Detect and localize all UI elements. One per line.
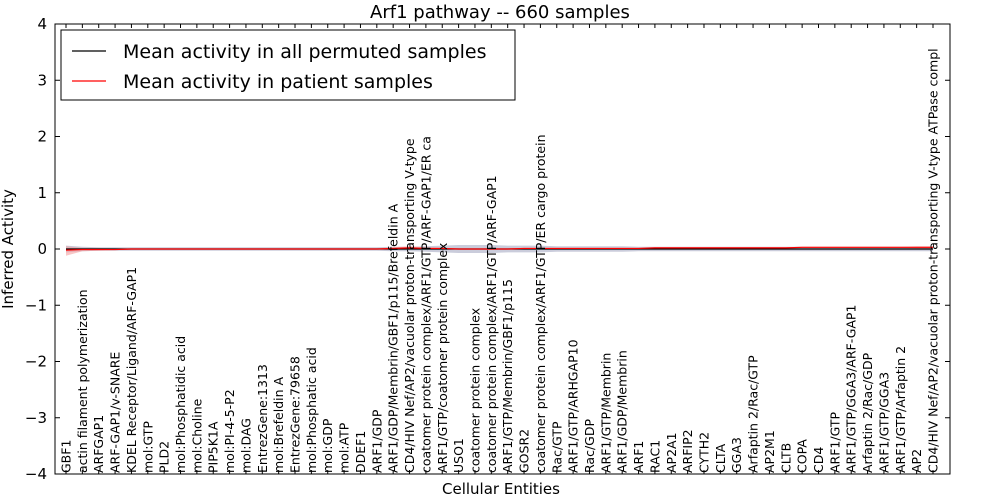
x-tick-label: Arfaptin 2/Rac/GTP xyxy=(746,355,761,473)
x-tick-label: ARF1/GTP/GGA3/ARF-GAP1 xyxy=(844,305,859,473)
x-tick-label: RAC1 xyxy=(647,440,662,473)
x-tick-label: PLD2 xyxy=(157,441,172,473)
y-axis-label: Inferred Activity xyxy=(0,189,17,309)
x-tick-label: mol:Phosphatidic acid xyxy=(173,336,188,473)
x-tick-label: mol:Brefeldin A xyxy=(271,376,286,473)
legend-label-patient: Mean activity in patient samples xyxy=(123,71,433,93)
x-tick-label: COPA xyxy=(795,439,810,473)
x-axis: GBF1 actin filament polymerization ARFGAP1… xyxy=(59,24,941,474)
x-tick-label: KDEL Receptor/Ligand/ARF-GAP1 xyxy=(124,267,139,473)
x-tick-label: AP2M1 xyxy=(762,430,777,473)
x-tick-label: mol:GDP xyxy=(320,418,335,473)
x-tick-label: ARFIP2 xyxy=(680,429,695,473)
y-tick-label: 2 xyxy=(37,128,47,146)
legend-frame xyxy=(60,29,516,101)
confidence-bands xyxy=(66,245,933,256)
x-tick-label: GOSR2 xyxy=(517,429,532,473)
x-tick-label: Rac/GTP xyxy=(549,421,564,473)
y-tick-label: −3 xyxy=(25,409,47,427)
x-tick-label: ARF1/GDP xyxy=(369,409,384,473)
x-tick-label: ARF1/GTP/Membrin/GBF1/p115 xyxy=(500,279,515,473)
x-tick-label: CD4/HIV Nef/AP2/vacuolar proton-transpor… xyxy=(402,138,417,473)
x-tick-label: ARF1/GTP xyxy=(827,412,842,473)
x-tick-label: CLTA xyxy=(713,443,728,473)
x-tick-label: ARF1/GTP/Membrin xyxy=(598,353,613,473)
x-axis-label: Cellular Entities xyxy=(442,480,560,498)
x-tick-label: ARF1/GTP/GGA3 xyxy=(876,372,891,473)
chart-title: Arf1 pathway -- 660 samples xyxy=(370,2,630,23)
y-axis: −4 −3 −2 −1 0 1 2 3 4 xyxy=(25,15,950,483)
x-tick-label: CLTB xyxy=(778,443,793,473)
x-tick-label: coatomer protein complex xyxy=(467,308,482,473)
x-tick-label: ARF1/GTP/coatomer protein complex xyxy=(435,243,450,473)
x-tick-label: ARF1/GDP/Membrin xyxy=(615,350,630,473)
y-tick-label: 0 xyxy=(37,240,47,258)
x-tick-label: mol:PI-4-5-P2 xyxy=(222,389,237,473)
x-tick-label: Rac/GDP xyxy=(582,419,597,473)
x-tick-label: GBF1 xyxy=(59,440,74,473)
y-tick-label: 3 xyxy=(37,71,47,89)
x-tick-label: EntrezGene:79658 xyxy=(288,356,303,473)
x-tick-label: GGA3 xyxy=(729,437,744,473)
x-tick-label: mol:Choline xyxy=(189,398,204,473)
x-tick-label: mol:GTP xyxy=(140,421,155,473)
x-tick-label: CD4 xyxy=(811,447,826,473)
x-tick-label: coatomer protein complex/ARF1/GTP/ARF-GA… xyxy=(484,175,499,473)
y-tick-label: −2 xyxy=(25,353,47,371)
x-tick-label: USO1 xyxy=(451,438,466,473)
x-tick-label: AP2A1 xyxy=(664,432,679,473)
line-series-1 xyxy=(65,246,933,251)
x-tick-label: Arfaptin 2/Rac/GDP xyxy=(860,352,875,473)
legend: Mean activity in all permuted samples Me… xyxy=(60,29,516,101)
x-tick-label: ARF-GAP1/v-SNARE xyxy=(108,352,123,473)
x-tick-label: CD4/HIV Nef/AP2/vacuolar proton-transpor… xyxy=(926,48,941,473)
x-tick-label: actin filament polymerization xyxy=(75,289,90,473)
x-tick-label: ARF1/GTP/ARHGAP10 xyxy=(566,339,581,473)
x-tick-label: AP2 xyxy=(909,449,924,473)
x-tick-label: mol:ATP xyxy=(337,422,352,473)
x-tick-label: DDEF1 xyxy=(353,431,368,473)
x-tick-label: coatomer protein complex/ARF1/GTP/ER car… xyxy=(533,134,548,473)
x-tick-label: PIP5K1A xyxy=(206,421,221,473)
x-tick-label: mol:DAG xyxy=(238,418,253,473)
x-tick-label: ARF1/GDP/Membrin/GBF1/p115/Brefeldin A xyxy=(386,203,401,473)
y-tick-label: 4 xyxy=(37,15,47,33)
y-tick-label: 1 xyxy=(37,184,47,202)
y-tick-label: −4 xyxy=(25,465,47,483)
x-tick-label: mol:Phosphatic acid xyxy=(304,347,319,473)
legend-label-permuted: Mean activity in all permuted samples xyxy=(123,41,486,63)
x-tick-label: ARF1 xyxy=(631,441,646,473)
x-tick-label: EntrezGene:1313 xyxy=(255,364,270,473)
series-lines xyxy=(65,246,933,251)
y-tick-label: −1 xyxy=(25,296,47,314)
x-tick-label: CYTH2 xyxy=(696,432,711,473)
x-tick-label: ARFGAP1 xyxy=(91,415,106,473)
x-tick-label: coatomer protein complex/ARF1/GTP/ARF-GA… xyxy=(418,136,433,473)
x-tick-label: ARF1/GTP/Arfaptin 2 xyxy=(893,346,908,473)
